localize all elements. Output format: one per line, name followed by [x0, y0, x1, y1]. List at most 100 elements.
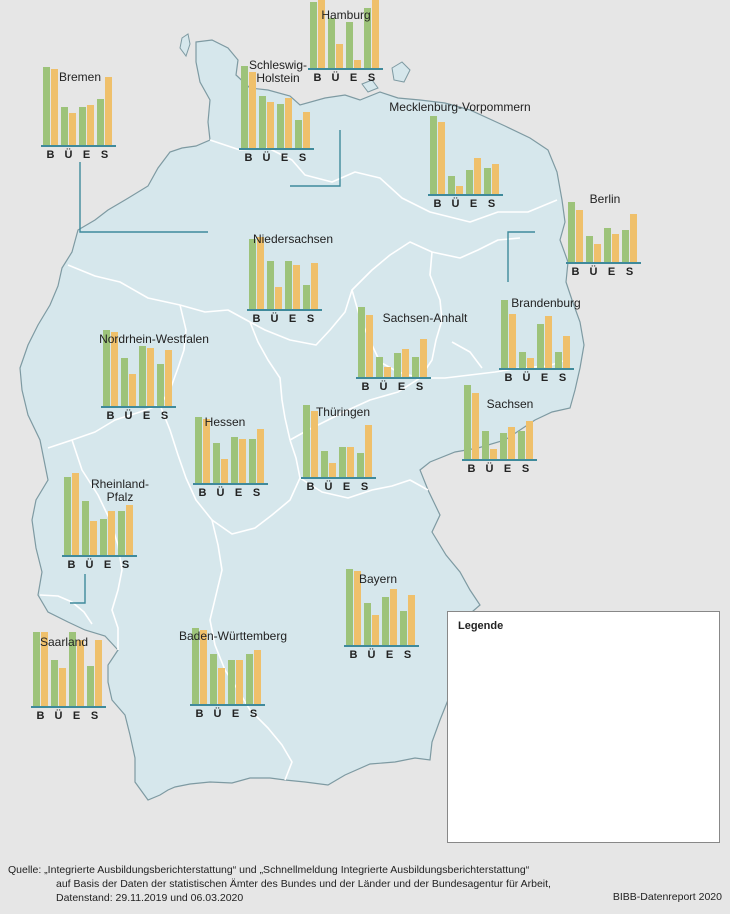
sector-letter-bremen-3: S — [101, 149, 108, 161]
bar-rlp-3-2005 — [118, 511, 125, 555]
source-footer: Quelle: „Integrierte Ausbildungsberichte… — [8, 863, 551, 905]
bar-sachsen_anhalt-3-2005 — [412, 357, 419, 377]
bar-bayern-1-2019 — [372, 615, 379, 645]
bar-schleswig-1-2005 — [259, 96, 266, 148]
bar-brandenburg-3-2019 — [563, 336, 570, 368]
bar-bremen-1-2005 — [61, 107, 68, 145]
sector-letter-hessen-0: B — [199, 487, 207, 499]
sector-letter-bayern-0: B — [350, 649, 358, 661]
bar-hessen-2-2005 — [231, 437, 238, 483]
bar-saarland-1-2019 — [59, 668, 66, 706]
sector-letter-nrw-1: Ü — [125, 409, 133, 422]
bar-niedersachsen-2-2005 — [285, 261, 292, 309]
bar-bw-1-2019 — [218, 668, 225, 704]
bar-thueringen-1-2005 — [321, 451, 328, 477]
bar-mv-3-2005 — [484, 168, 491, 194]
bar-saarland-3-2005 — [87, 666, 94, 706]
bar-bremen-2-2005 — [79, 107, 86, 145]
bar-hamburg-1-2005 — [328, 18, 335, 68]
bar-thueringen-1-2019 — [329, 463, 336, 477]
germany-outline — [19, 39, 585, 801]
bar-schleswig-1-2019 — [267, 102, 274, 148]
sector-letter-hessen-2: E — [235, 487, 242, 499]
sector-letter-niedersachsen-2: E — [289, 313, 296, 325]
bar-sachsen-3-2019 — [526, 421, 533, 459]
bar-nrw-1-2019 — [129, 374, 136, 406]
sector-letter-bremen-0: B — [47, 149, 55, 161]
sector-letter-brandenburg-1: Ü — [523, 371, 531, 384]
bar-hamburg-2-2005 — [346, 22, 353, 68]
bar-thueringen-2-2005 — [339, 447, 346, 477]
title-thueringen: Thüringen — [315, 405, 371, 419]
bar-bw-0-2005 — [192, 628, 199, 704]
bar-mv-0-2019 — [438, 122, 445, 194]
legend-label: Legende — [458, 620, 504, 632]
bar-bayern-3-2005 — [400, 611, 407, 645]
title-schleswig-holstein: Schleswig- Holstein — [248, 58, 308, 85]
bar-niedersachsen-1-2019 — [275, 287, 282, 309]
sector-letter-saarland-2: E — [73, 710, 80, 722]
sector-letter-mv-3: S — [488, 198, 495, 210]
bar-nrw-1-2005 — [121, 358, 128, 406]
title-sachsen-anhalt: Sachsen-Anhalt — [382, 311, 468, 325]
title-nordrhein-westfalen: Nordrhein-Westfalen — [99, 332, 209, 346]
bar-niedersachsen-2-2019 — [293, 265, 300, 309]
bar-mv-2-2005 — [466, 170, 473, 194]
bar-mv-3-2019 — [492, 164, 499, 194]
sector-letter-thueringen-3: S — [361, 481, 368, 493]
sector-letter-hamburg-1: Ü — [332, 71, 340, 84]
title-baden-wuerttemberg: Baden-Württemberg — [178, 629, 288, 643]
bar-hamburg-1-2019 — [336, 44, 343, 68]
bar-rlp-0-2019 — [72, 473, 79, 555]
sector-letter-thueringen-1: Ü — [325, 480, 333, 493]
bar-bw-2-2005 — [228, 660, 235, 704]
sector-letter-berlin-0: B — [572, 266, 580, 278]
bar-sachsen-2-2005 — [500, 433, 507, 459]
bar-hessen-0-2019 — [203, 419, 210, 483]
bar-bw-3-2005 — [246, 654, 253, 704]
bar-bw-2-2019 — [236, 660, 243, 704]
bar-bremen-0-2005 — [43, 67, 50, 145]
title-berlin: Berlin — [589, 192, 621, 206]
sector-letter-saarland-0: B — [37, 710, 45, 722]
sector-letter-thueringen-2: E — [343, 481, 350, 493]
callout-lines — [70, 130, 535, 604]
bar-sachsen_anhalt-0-2005 — [358, 307, 365, 377]
bar-saarland-2-2019 — [77, 640, 84, 706]
title-rheinland-pfalz: Rheinland- Pfalz — [90, 477, 150, 504]
sector-letter-niedersachsen-0: B — [253, 313, 261, 325]
bar-sachsen-3-2005 — [518, 431, 525, 459]
bar-brandenburg-0-2005 — [501, 300, 508, 368]
bar-rlp-3-2019 — [126, 505, 133, 555]
bar-hamburg-3-2005 — [364, 8, 371, 68]
bar-sachsen_anhalt-1-2019 — [384, 367, 391, 377]
bar-bw-3-2019 — [254, 650, 261, 704]
bar-mv-2-2019 — [474, 158, 481, 194]
bar-sachsen-1-2005 — [482, 431, 489, 459]
bar-saarland-3-2019 — [95, 640, 102, 706]
sector-letter-bw-2: E — [232, 708, 239, 720]
sector-letter-brandenburg-3: S — [559, 372, 566, 384]
sector-letter-bremen-2: E — [83, 149, 90, 161]
bar-berlin-0-2019 — [576, 210, 583, 262]
sector-letter-sachsen_anhalt-3: S — [416, 381, 423, 393]
bar-brandenburg-3-2005 — [555, 352, 562, 368]
bar-hamburg-3-2019 — [372, 0, 379, 68]
bar-schleswig-0-2019 — [249, 72, 256, 148]
bar-thueringen-2-2019 — [347, 447, 354, 477]
source-line-3: Datenstand: 29.11.2019 und 06.03.2020 — [56, 892, 244, 904]
bar-bayern-2-2019 — [390, 589, 397, 645]
sector-letter-hessen-3: S — [253, 487, 260, 499]
bar-sachsen_anhalt-2-2005 — [394, 353, 401, 377]
bar-rlp-0-2005 — [64, 477, 71, 555]
sector-letter-berlin-1: Ü — [590, 265, 598, 278]
bar-hessen-3-2005 — [249, 439, 256, 483]
sector-letter-mv-0: B — [434, 198, 442, 210]
bar-rlp-2-2005 — [100, 519, 107, 555]
